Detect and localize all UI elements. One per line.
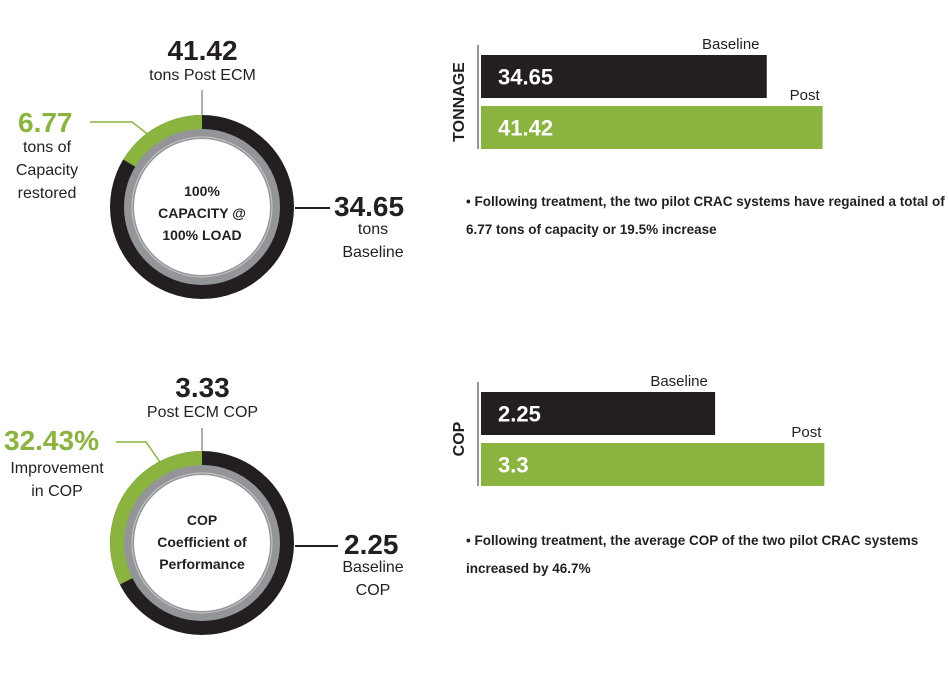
bar-axis-title: TONNAGE bbox=[451, 62, 468, 142]
bar-value-label: 3.3 bbox=[498, 453, 529, 478]
donut-inner-ring bbox=[124, 129, 280, 285]
donut-left-value: 32.43% bbox=[4, 425, 99, 456]
bar-value-label: 2.25 bbox=[498, 402, 541, 427]
donut-center-text: COP Coefficient of Performance bbox=[157, 512, 247, 572]
donut-top-label: Post ECM COP bbox=[146, 404, 259, 421]
cop-note: • Following treatment, the average COP o… bbox=[466, 533, 919, 576]
donut-top-label: tons Post ECM bbox=[149, 67, 256, 84]
bar-category-label: Baseline bbox=[702, 36, 760, 53]
donut-gap bbox=[126, 467, 278, 619]
bar-category-label: Post bbox=[791, 424, 822, 441]
donut-center-text: 100% CAPACITY @ 100% LOAD bbox=[158, 183, 246, 243]
donut-right-value: 2.25 bbox=[344, 529, 399, 560]
donut-left-label: Improvement in COP bbox=[10, 460, 104, 500]
donut-right-label: Baseline COP bbox=[342, 559, 404, 599]
donut-top-value: 41.42 bbox=[167, 35, 238, 66]
bar-baseline bbox=[481, 392, 716, 435]
donut-inner-ring-highlight bbox=[131, 136, 273, 278]
leader-line-left bbox=[116, 441, 161, 463]
donut-right-label: tons Baseline bbox=[342, 221, 404, 261]
bar-baseline bbox=[481, 55, 767, 98]
bar-category-label: Baseline bbox=[650, 373, 708, 390]
leader-line-left bbox=[90, 121, 151, 137]
donut-left-label: tons of Capacity restored bbox=[15, 139, 79, 202]
bar-value-label: 34.65 bbox=[498, 65, 553, 90]
pie-slice-added bbox=[110, 451, 294, 635]
bar-post bbox=[481, 443, 825, 486]
donut-top-value: 3.33 bbox=[175, 372, 230, 403]
donut-right-value: 34.65 bbox=[334, 191, 405, 222]
bar-category-label: Post bbox=[790, 87, 821, 104]
donut-inner-ring bbox=[124, 465, 280, 621]
donut-inner-ring-highlight bbox=[131, 472, 273, 614]
bar-axis-title: COP bbox=[451, 421, 468, 456]
donut-left-value: 6.77 bbox=[18, 107, 73, 138]
pie-slice-added bbox=[110, 115, 294, 299]
bar-post bbox=[481, 106, 823, 149]
tonnage-note: • Following treatment, the two pilot CRA… bbox=[466, 194, 945, 237]
donut-gap bbox=[126, 131, 278, 283]
bar-value-label: 41.42 bbox=[498, 116, 553, 141]
